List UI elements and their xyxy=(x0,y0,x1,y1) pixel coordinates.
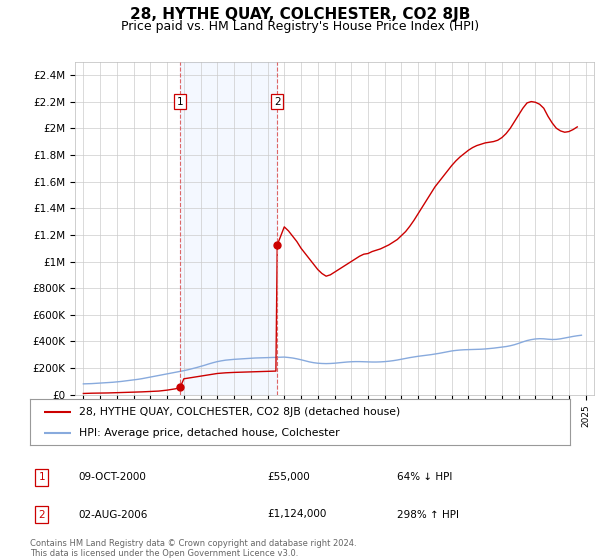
Text: £55,000: £55,000 xyxy=(268,473,310,482)
Text: 28, HYTHE QUAY, COLCHESTER, CO2 8JB: 28, HYTHE QUAY, COLCHESTER, CO2 8JB xyxy=(130,7,470,22)
Text: 09-OCT-2000: 09-OCT-2000 xyxy=(79,473,146,482)
Text: 28, HYTHE QUAY, COLCHESTER, CO2 8JB (detached house): 28, HYTHE QUAY, COLCHESTER, CO2 8JB (det… xyxy=(79,407,400,417)
Text: 2: 2 xyxy=(38,510,45,520)
Text: 02-AUG-2006: 02-AUG-2006 xyxy=(79,510,148,520)
Text: HPI: Average price, detached house, Colchester: HPI: Average price, detached house, Colc… xyxy=(79,428,339,438)
Text: 2: 2 xyxy=(274,96,281,106)
Text: £1,124,000: £1,124,000 xyxy=(268,510,327,520)
Text: Contains HM Land Registry data © Crown copyright and database right 2024.
This d: Contains HM Land Registry data © Crown c… xyxy=(30,539,356,558)
Text: 64% ↓ HPI: 64% ↓ HPI xyxy=(397,473,452,482)
Text: Price paid vs. HM Land Registry's House Price Index (HPI): Price paid vs. HM Land Registry's House … xyxy=(121,20,479,33)
Text: 1: 1 xyxy=(177,96,184,106)
Text: 1: 1 xyxy=(38,473,45,482)
Text: 298% ↑ HPI: 298% ↑ HPI xyxy=(397,510,459,520)
Bar xyxy=(180,62,277,395)
